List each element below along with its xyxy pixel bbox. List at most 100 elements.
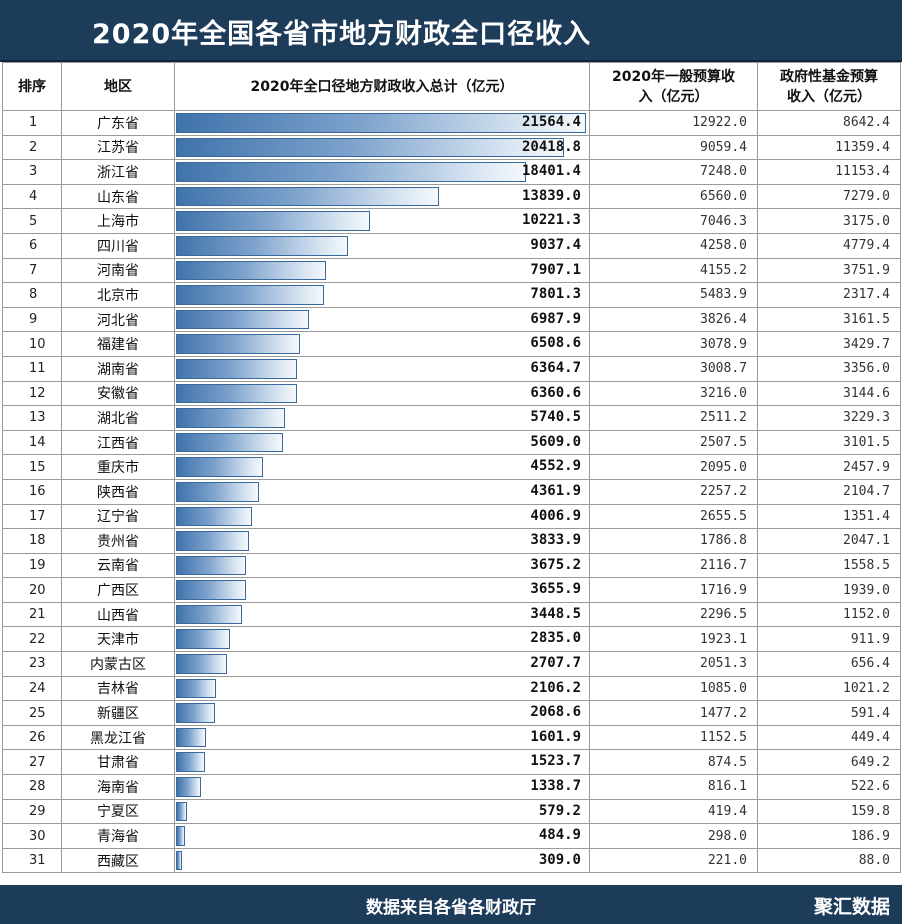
fund-budget-cell: 3161.5: [757, 306, 901, 333]
rank-cell: 3: [2, 159, 62, 185]
table-row: 14 江西省 5609.0 2507.5 3101.5: [2, 429, 901, 456]
source-note: 数据来自各省各财政厅: [366, 898, 536, 918]
col-header-fund: 政府性基金预算 收入（亿元）: [757, 62, 901, 111]
total-value-label: 484.9: [538, 827, 581, 844]
region-cell: 重庆市: [61, 454, 175, 480]
region-cell: 浙江省: [61, 159, 175, 185]
rank-cell: 27: [2, 749, 62, 776]
region-cell: 湖南省: [61, 355, 175, 382]
region-cell: 云南省: [61, 552, 175, 579]
rank-cell: 29: [2, 798, 62, 825]
general-budget-cell: 2051.3: [589, 651, 758, 677]
total-value-label: 3833.9: [530, 532, 581, 549]
region-cell: 辽宁省: [61, 503, 175, 530]
fund-budget-cell: 7279.0: [757, 183, 901, 210]
table-row: 1 广东省 21564.4 12922.0 8642.4: [2, 110, 901, 136]
total-bar: [176, 211, 371, 231]
total-bar-cell: 20418.8: [174, 134, 590, 161]
total-value-label: 309.0: [538, 851, 581, 868]
general-budget-cell: 2296.5: [589, 601, 758, 628]
region-cell: 湖北省: [61, 405, 175, 431]
general-budget-cell: 6560.0: [589, 183, 758, 210]
rank-cell: 31: [2, 847, 62, 874]
table-row: 26 黑龙江省 1601.9 1152.5 449.4: [2, 724, 901, 751]
rank-cell: 4: [2, 183, 62, 210]
rank-cell: 22: [2, 626, 62, 653]
table-row: 25 新疆区 2068.6 1477.2 591.4: [2, 700, 901, 726]
rank-cell: 20: [2, 577, 62, 603]
total-value-label: 579.2: [538, 802, 581, 819]
general-budget-cell: 2655.5: [589, 503, 758, 530]
total-bar: [176, 186, 440, 207]
region-cell: 上海市: [61, 208, 175, 234]
total-value-label: 10221.3: [521, 212, 581, 229]
rank-cell: 26: [2, 724, 62, 751]
total-bar-cell: 3448.5: [174, 601, 590, 628]
region-cell: 北京市: [61, 282, 175, 308]
total-value-label: 20418.8: [521, 138, 581, 155]
total-value-label: 6987.9: [530, 310, 581, 327]
total-bar-cell: 3675.2: [174, 552, 590, 579]
fund-budget-cell: 3429.7: [757, 331, 901, 357]
rank-cell: 17: [2, 503, 62, 530]
total-bar-cell: 6360.6: [174, 380, 590, 407]
fund-budget-cell: 1021.2: [757, 675, 901, 702]
rank-cell: 1: [2, 110, 62, 136]
total-value-label: 2106.2: [530, 679, 581, 696]
col-header-general: 2020年一般预算收 入（亿元）: [589, 62, 758, 111]
total-bar: [176, 358, 297, 379]
fund-budget-cell: 8642.4: [757, 110, 901, 136]
rank-cell: 13: [2, 405, 62, 431]
region-cell: 河北省: [61, 306, 175, 333]
table-row: 27 甘肃省 1523.7 874.5 649.2: [2, 749, 901, 776]
region-cell: 青海省: [61, 823, 175, 849]
table-row: 19 云南省 3675.2 2116.7 1558.5: [2, 552, 901, 579]
total-bar: [176, 235, 348, 256]
total-value-label: 4552.9: [530, 458, 581, 475]
total-bar-cell: 18401.4: [174, 159, 590, 185]
col-header-rank: 排序: [2, 62, 62, 111]
table-row: 24 吉林省 2106.2 1085.0 1021.2: [2, 675, 901, 702]
table-row: 22 天津市 2835.0 1923.1 911.9: [2, 626, 901, 653]
general-budget-cell: 7248.0: [589, 159, 758, 185]
footer-bar: 数据来自各省各财政厅 聚汇数据: [0, 885, 902, 924]
total-bar-cell: 6508.6: [174, 331, 590, 357]
fund-budget-cell: 11153.4: [757, 159, 901, 185]
fund-budget-cell: 2317.4: [757, 282, 901, 308]
general-budget-cell: 1786.8: [589, 528, 758, 554]
rank-cell: 11: [2, 355, 62, 382]
total-value-label: 7907.1: [530, 261, 581, 278]
region-cell: 四川省: [61, 232, 175, 259]
total-bar: [176, 777, 202, 797]
rank-cell: 8: [2, 282, 62, 308]
region-cell: 内蒙古区: [61, 651, 175, 677]
region-cell: 宁夏区: [61, 798, 175, 825]
region-cell: 福建省: [61, 331, 175, 357]
total-bar: [176, 432, 283, 453]
total-bar: [176, 408, 286, 428]
fund-budget-cell: 3144.6: [757, 380, 901, 407]
general-budget-cell: 419.4: [589, 798, 758, 825]
total-bar: [176, 481, 259, 502]
total-value-label: 1523.7: [530, 753, 581, 770]
fund-budget-cell: 522.6: [757, 774, 901, 800]
col-header-fund-line2: 收入（亿元）: [787, 88, 871, 105]
table-row: 15 重庆市 4552.9 2095.0 2457.9: [2, 454, 901, 480]
rank-cell: 9: [2, 306, 62, 333]
fund-budget-cell: 3101.5: [757, 429, 901, 456]
general-budget-cell: 4258.0: [589, 232, 758, 259]
total-bar: [176, 678, 217, 699]
table-header-row: 排序 地区 2020年全口径地方财政收入总计（亿元） 2020年一般预算收 入（…: [2, 62, 901, 111]
total-value-label: 3655.9: [530, 581, 581, 598]
general-budget-cell: 3216.0: [589, 380, 758, 407]
total-bar-cell: 1338.7: [174, 774, 590, 800]
rank-cell: 19: [2, 552, 62, 579]
general-budget-cell: 1477.2: [589, 700, 758, 726]
table-row: 10 福建省 6508.6 3078.9 3429.7: [2, 331, 901, 357]
rank-cell: 10: [2, 331, 62, 357]
total-bar-cell: 5740.5: [174, 405, 590, 431]
total-bar-cell: 1523.7: [174, 749, 590, 776]
col-header-region: 地区: [61, 62, 175, 111]
total-value-label: 3448.5: [530, 605, 581, 622]
